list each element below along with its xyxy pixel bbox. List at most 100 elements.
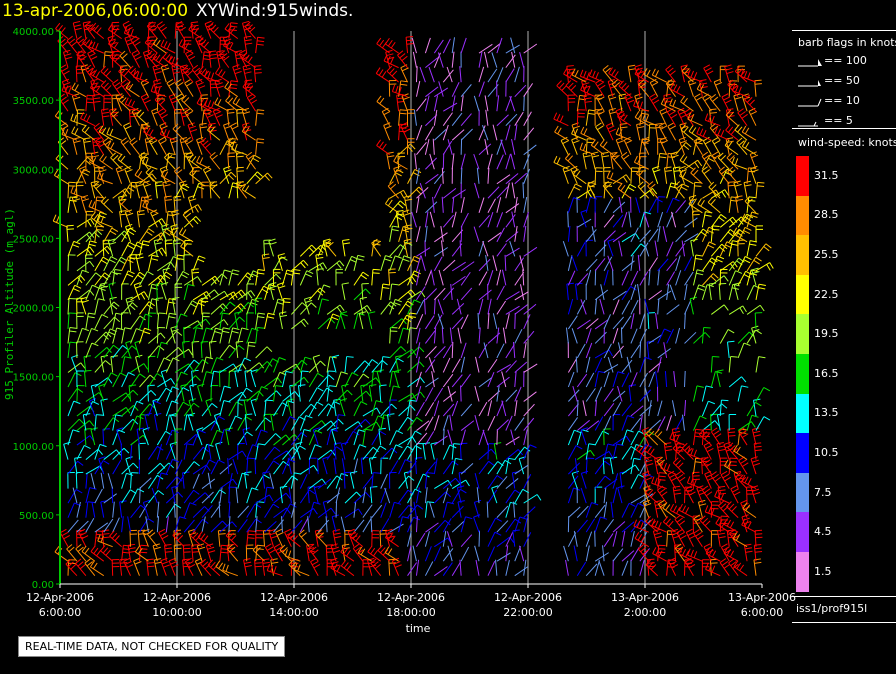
wind-barb-flag xyxy=(108,331,116,336)
wind-barb xyxy=(424,531,430,547)
wind-barb-flag xyxy=(409,312,417,315)
wind-barb-flag xyxy=(597,96,605,101)
wind-barb-flag xyxy=(625,96,633,101)
wind-barb-flag xyxy=(494,442,502,445)
wind-barb xyxy=(603,240,606,257)
wind-barb-flag xyxy=(727,340,735,343)
wind-barb xyxy=(514,446,525,460)
wind-barb xyxy=(100,501,105,518)
wind-barb xyxy=(576,242,586,257)
wind-barb-flag xyxy=(142,243,150,247)
wind-barb xyxy=(496,186,509,199)
wind-barb xyxy=(442,518,452,533)
wind-barb xyxy=(580,487,587,504)
wind-barb xyxy=(227,153,230,170)
wind-barb xyxy=(67,502,75,518)
wind-barb xyxy=(299,415,307,431)
wind-barb-flag xyxy=(177,347,184,353)
wind-barb xyxy=(277,255,283,272)
wind-barb xyxy=(112,269,116,286)
wind-barb xyxy=(603,256,613,272)
wind-barb xyxy=(85,328,92,344)
wind-barb-flag xyxy=(189,167,195,175)
wind-barb-flag xyxy=(100,282,108,285)
wind-barb-flag xyxy=(175,126,181,132)
wind-barb xyxy=(514,516,521,533)
wind-barb xyxy=(642,473,650,489)
wind-barb xyxy=(281,459,290,475)
wind-barb-flag xyxy=(644,503,652,507)
wind-barb-flag xyxy=(586,72,590,80)
wind-barb xyxy=(585,269,592,286)
wind-barb-flag xyxy=(138,529,146,532)
wind-barb-flag xyxy=(105,331,112,338)
wind-barb xyxy=(165,357,174,373)
wind-barb xyxy=(523,246,538,257)
wind-barb-flag xyxy=(373,241,380,247)
wind-barb-flag xyxy=(140,154,147,160)
wind-barb xyxy=(97,178,113,185)
wind-barb-flag xyxy=(84,21,92,27)
wind-barb xyxy=(237,272,248,286)
wind-barb xyxy=(146,533,158,547)
wind-barb xyxy=(261,559,266,576)
wind-barb xyxy=(165,347,179,359)
wind-barb xyxy=(156,228,167,243)
wind-barb-flag xyxy=(181,229,187,236)
wind-barb-flag xyxy=(152,52,158,59)
wind-barb xyxy=(594,371,599,388)
wind-barb-flag xyxy=(250,99,258,104)
wind-barb-flag xyxy=(279,314,288,318)
wind-barb xyxy=(219,313,223,330)
wind-barb xyxy=(496,429,498,446)
wind-barb xyxy=(125,342,132,359)
wind-barb xyxy=(626,356,632,373)
wind-barb-flag xyxy=(188,412,196,416)
wind-barb-flag xyxy=(69,330,77,333)
wind-barb-flag xyxy=(198,429,206,434)
wind-barb xyxy=(72,139,78,155)
wind-barb-flag xyxy=(146,21,154,27)
wind-barb-flag xyxy=(710,471,717,477)
wind-barb-flag xyxy=(168,301,176,304)
wind-barb-flag xyxy=(204,98,208,106)
wind-barb-flag xyxy=(316,256,324,260)
wind-barb xyxy=(518,458,525,475)
wind-barb xyxy=(380,283,384,300)
wind-barb xyxy=(164,196,167,213)
wind-barb-flag xyxy=(121,232,127,239)
wind-barb-flag xyxy=(178,39,183,46)
wind-barb xyxy=(441,167,444,184)
wind-barb-flag xyxy=(600,516,608,520)
wind-barb-flag xyxy=(128,547,136,550)
wind-barb xyxy=(237,387,247,402)
wind-barb xyxy=(330,567,346,577)
wind-barb-flag xyxy=(123,447,130,454)
wind-barb xyxy=(442,460,453,475)
wind-barb xyxy=(510,153,516,170)
wind-barb-flag xyxy=(247,56,253,63)
wind-barb-flag xyxy=(557,127,562,135)
wind-barb-flag xyxy=(184,78,191,84)
wind-barb xyxy=(437,52,444,68)
wind-barb-flag xyxy=(396,430,404,435)
wind-barb xyxy=(264,547,274,562)
wind-barb xyxy=(270,414,274,431)
wind-barb-flag xyxy=(728,184,736,187)
wind-barb-flag xyxy=(331,316,339,321)
wind-barb xyxy=(171,66,176,83)
wind-barb xyxy=(523,403,535,417)
wind-barb xyxy=(574,458,578,475)
wind-barb-flag xyxy=(154,82,162,86)
wind-barb xyxy=(648,97,659,112)
wind-barb xyxy=(174,474,185,489)
wind-barb xyxy=(380,518,390,533)
wind-barb-flag xyxy=(625,174,631,181)
wind-barb xyxy=(505,415,513,431)
wind-barb xyxy=(330,545,337,562)
wind-barb xyxy=(514,124,518,141)
wind-barb xyxy=(567,197,575,213)
wind-barb-flag xyxy=(703,169,710,175)
wind-barb-flag xyxy=(170,561,178,565)
wind-barb-flag xyxy=(125,169,133,173)
